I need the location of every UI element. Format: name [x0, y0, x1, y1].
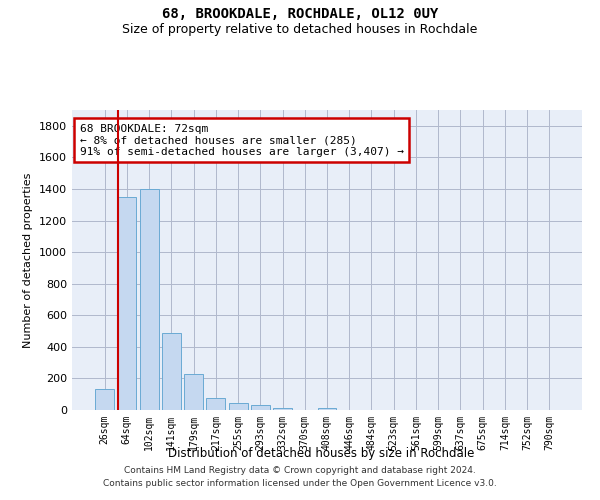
Bar [95, 388, 114, 410]
Bar [184, 374, 203, 410]
Text: 68 BROOKDALE: 72sqm
← 8% of detached houses are smaller (285)
91% of semi-detach: 68 BROOKDALE: 72sqm ← 8% of detached hou… [80, 124, 404, 156]
Bar [273, 408, 292, 410]
Bar [206, 398, 225, 410]
Text: Contains HM Land Registry data © Crown copyright and database right 2024.
Contai: Contains HM Land Registry data © Crown c… [103, 466, 497, 487]
Bar [251, 406, 270, 410]
Text: Distribution of detached houses by size in Rochdale: Distribution of detached houses by size … [168, 448, 474, 460]
Bar [162, 332, 181, 410]
Bar [118, 197, 136, 410]
Bar [317, 408, 337, 410]
Text: Size of property relative to detached houses in Rochdale: Size of property relative to detached ho… [122, 22, 478, 36]
Bar [229, 403, 248, 410]
Bar [140, 189, 158, 410]
Text: 68, BROOKDALE, ROCHDALE, OL12 0UY: 68, BROOKDALE, ROCHDALE, OL12 0UY [162, 8, 438, 22]
Y-axis label: Number of detached properties: Number of detached properties [23, 172, 34, 348]
